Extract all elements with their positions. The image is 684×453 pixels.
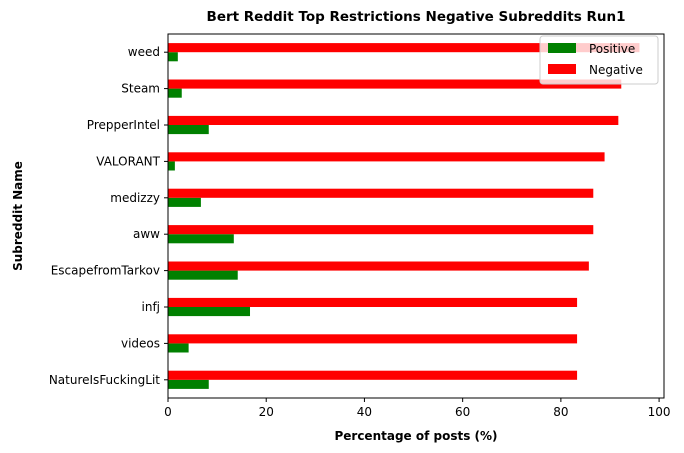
y-tick-label-natureisfuckinglit: NatureIsFuckingLit xyxy=(49,373,160,387)
x-tick-label-60: 60 xyxy=(455,405,470,419)
y-tick-label-prepperintel: PrepperIntel xyxy=(87,118,160,132)
bar-negative-weed xyxy=(168,43,640,53)
bar-negative-videos xyxy=(168,334,578,344)
bar-positive-natureisfuckinglit xyxy=(168,379,209,389)
y-tick-label-escapefromtarkov: EscapefromTarkov xyxy=(51,264,160,278)
bar-positive-prepperintel xyxy=(168,125,209,135)
bar-positive-steam xyxy=(168,88,182,98)
y-axis-label: Subreddit Name xyxy=(11,161,25,271)
y-tick-label-steam: Steam xyxy=(121,82,160,96)
bar-positive-valorant xyxy=(168,161,175,171)
legend-label-positive: Positive xyxy=(589,42,635,56)
legend-label-negative: Negative xyxy=(589,63,643,77)
bar-negative-steam xyxy=(168,79,622,89)
legend: Positive Negative xyxy=(539,35,659,85)
bar-negative-infj xyxy=(168,297,578,307)
y-tick-label-weed: weed xyxy=(128,45,160,59)
x-tick-label-40: 40 xyxy=(357,405,372,419)
x-tick-label-0: 0 xyxy=(164,405,172,419)
x-tick-label-20: 20 xyxy=(259,405,274,419)
bar-positive-medizzy xyxy=(168,197,201,207)
bar-negative-prepperintel xyxy=(168,115,619,125)
bars-layer xyxy=(168,43,640,389)
bar-negative-medizzy xyxy=(168,188,594,198)
x-tick-label-80: 80 xyxy=(553,405,568,419)
y-tick-label-medizzy: medizzy xyxy=(110,191,160,205)
x-axis-ticks: 0 20 40 60 80 100 xyxy=(164,398,671,419)
y-axis-ticks: NatureIsFuckingLit videos infj EscapefromTa… xyxy=(49,45,168,387)
bar-positive-escapefromtarkov xyxy=(168,270,238,280)
bar-negative-aww xyxy=(168,225,594,235)
y-tick-label-valorant: VALORANT xyxy=(96,154,160,168)
bar-negative-escapefromtarkov xyxy=(168,261,589,271)
y-tick-label-aww: aww xyxy=(133,227,160,241)
x-axis-label: Percentage of posts (%) xyxy=(334,429,497,443)
y-tick-label-infj: infj xyxy=(142,300,161,314)
bar-positive-weed xyxy=(168,52,178,62)
legend-swatch-negative xyxy=(548,64,576,74)
y-tick-label-videos: videos xyxy=(121,336,160,350)
bar-negative-natureisfuckinglit xyxy=(168,370,578,380)
bar-positive-infj xyxy=(168,307,251,317)
bar-positive-videos xyxy=(168,343,189,353)
x-tick-label-100: 100 xyxy=(648,405,671,419)
plot-frame xyxy=(167,33,665,399)
chart-title: Bert Reddit Top Restrictions Negative Su… xyxy=(207,9,626,25)
bar-positive-aww xyxy=(168,234,234,244)
bar-negative-valorant xyxy=(168,152,605,162)
legend-swatch-positive xyxy=(548,43,576,53)
